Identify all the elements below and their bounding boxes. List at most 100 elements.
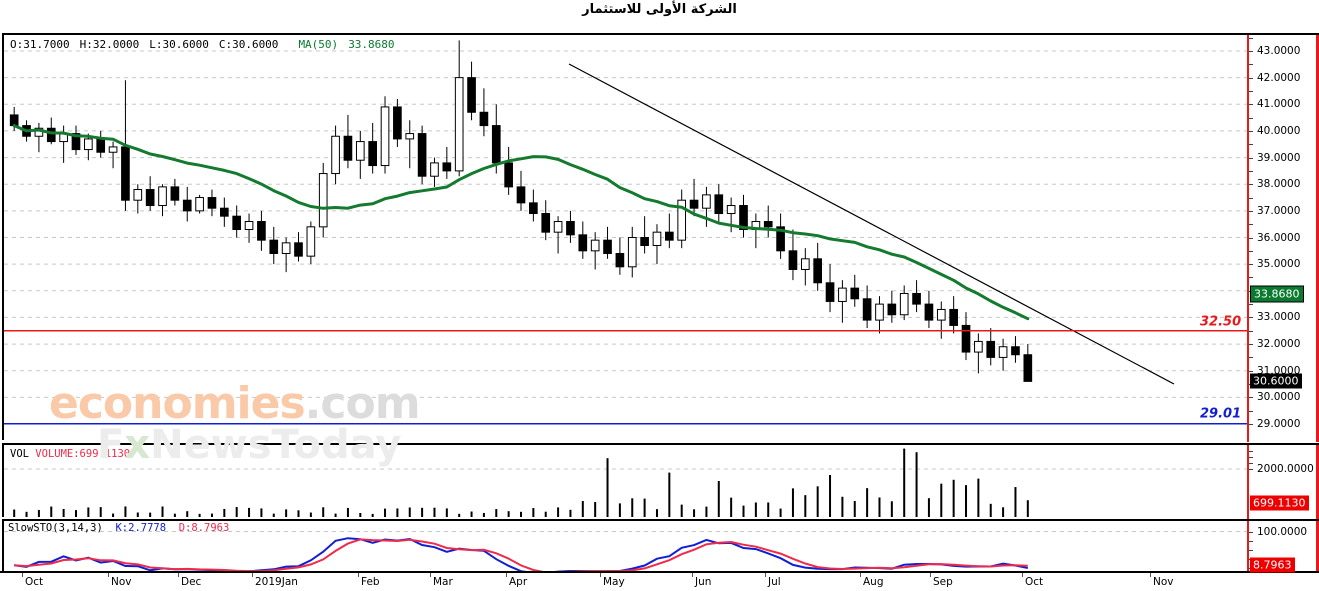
price-plot-area[interactable]: economies.com FxNewsToday O:31.7000 H:32.… — [2, 33, 1247, 465]
volume-bar — [458, 513, 461, 517]
volume-bar — [223, 508, 226, 517]
volume-bar — [260, 508, 263, 517]
price-axis-minor-tick — [1249, 410, 1253, 412]
candlestick — [417, 125, 427, 185]
candlestick — [34, 122, 44, 153]
volume-bar — [631, 498, 634, 517]
candlestick — [232, 205, 242, 238]
volume-bar — [334, 513, 337, 517]
ohlc-high: H:32.0000 — [79, 38, 140, 51]
stochastic-axis[interactable]: 100.0000 8.7963 — [1247, 519, 1319, 573]
volume-bar — [742, 505, 745, 517]
volume-bar — [569, 509, 572, 517]
candlestick — [405, 120, 415, 169]
time-axis-tick — [1150, 573, 1151, 577]
volume-bar — [668, 472, 671, 517]
candlestick — [553, 216, 563, 254]
candlestick — [195, 194, 204, 214]
ma-legend-value: 33.8680 — [348, 38, 395, 51]
stochastic-axis-tick — [1249, 531, 1253, 533]
candlestick — [615, 237, 625, 275]
volume-bar — [804, 495, 807, 517]
volume-value-label: VOLUME:699.1130 — [35, 448, 131, 460]
volume-axis[interactable]: 2000.0000 699.1130 — [1247, 443, 1319, 519]
volume-bar — [346, 507, 349, 517]
volume-bar — [25, 511, 28, 517]
candlestick — [108, 141, 118, 169]
volume-bar — [297, 510, 300, 517]
time-axis-tick — [600, 573, 601, 577]
stochastic-chart-svg — [4, 531, 1247, 571]
volume-bar — [173, 513, 176, 517]
candlestick — [244, 213, 254, 243]
volume-bar — [272, 513, 275, 517]
price-axis-minor-tick — [1249, 64, 1253, 66]
price-axis-tick — [1249, 264, 1253, 266]
volume-bar — [445, 508, 448, 517]
candlestick — [158, 184, 167, 217]
volume-bar — [198, 513, 201, 517]
candlestick — [813, 242, 823, 291]
candlestick — [306, 221, 316, 265]
time-axis-label: 2019Jan — [255, 576, 298, 588]
volume-bar — [210, 513, 213, 517]
candlestick — [665, 213, 674, 249]
candlestick — [207, 189, 217, 217]
ohlc-header: O:31.7000 H:32.0000 L:30.6000 C:30.6000 MA(5… — [10, 38, 395, 51]
candlestick — [862, 285, 872, 329]
price-axis-label: 36.0000 — [1257, 231, 1301, 244]
stochastic-plot-area[interactable]: SlowSTO(3,14,3) K:2.7778 D:8.7963 — [2, 519, 1247, 571]
price-axis-tick — [1249, 210, 1253, 212]
time-axis-tick — [692, 573, 693, 577]
ohlc-close: C:30.6000 — [218, 38, 279, 51]
candlestick — [331, 125, 340, 185]
volume-bar — [235, 507, 238, 517]
volume-axis-tick — [1249, 451, 1253, 452]
time-axis-label: Nov — [111, 576, 132, 588]
time-axis-tick — [860, 573, 861, 577]
time-axis-tick — [1022, 573, 1023, 577]
time-axis[interactable]: Oct Nov Dec 2019Jan Feb Mar Apr May Jun Jul Aug Sep… — [0, 571, 1319, 591]
stochastic-d-line — [14, 538, 1028, 571]
volume-bar — [99, 507, 102, 517]
volume-bar — [779, 508, 782, 517]
price-axis-minor-tick — [1249, 357, 1253, 359]
time-axis-tick — [765, 573, 766, 577]
ohlc-low: L:30.6000 — [149, 38, 209, 51]
volume-chart-svg — [4, 448, 1247, 517]
volume-bar — [866, 488, 869, 517]
candlestick — [541, 200, 551, 241]
candlestick — [936, 301, 946, 339]
volume-bar — [767, 502, 770, 517]
price-axis-label: 31.0000 — [1257, 364, 1301, 377]
time-axis-label: May — [603, 576, 625, 588]
volume-bar — [754, 502, 757, 517]
price-axis-tick — [1249, 104, 1253, 106]
price-axis-label: 40.0000 — [1257, 124, 1301, 137]
candlestick — [838, 280, 847, 323]
candlestick — [145, 176, 155, 211]
time-axis-tick — [178, 573, 179, 577]
volume-bar — [507, 511, 510, 517]
stochastic-axis-right-rule — [1316, 521, 1319, 573]
volume-bar — [470, 511, 473, 517]
volume-bar — [680, 504, 683, 517]
stochastic-k-label: K:2.7778 — [115, 522, 167, 534]
candlestick — [788, 229, 798, 281]
candlestick — [343, 114, 353, 169]
volume-plot-area[interactable]: VOL VOLUME:699.1130 — [2, 443, 1247, 517]
time-axis-label: Feb — [361, 576, 380, 588]
volume-bar — [878, 497, 881, 517]
price-panel: economies.com FxNewsToday O:31.7000 H:32.… — [0, 33, 1319, 465]
time-axis-label: Oct — [1025, 576, 1044, 588]
volume-bar — [384, 508, 387, 517]
volume-bar — [322, 507, 325, 517]
candlestick — [763, 205, 773, 238]
ma-value-badge: 33.8680 — [1250, 285, 1304, 303]
volume-axis-tick — [1249, 457, 1253, 458]
volume-bar — [544, 511, 547, 517]
volume-bar — [581, 501, 584, 517]
price-axis[interactable]: 43.0000 42.0000 41.0000 40.0000 39.0000 38.00… — [1247, 33, 1319, 442]
volume-bar — [816, 486, 819, 517]
volume-bar — [136, 512, 139, 517]
